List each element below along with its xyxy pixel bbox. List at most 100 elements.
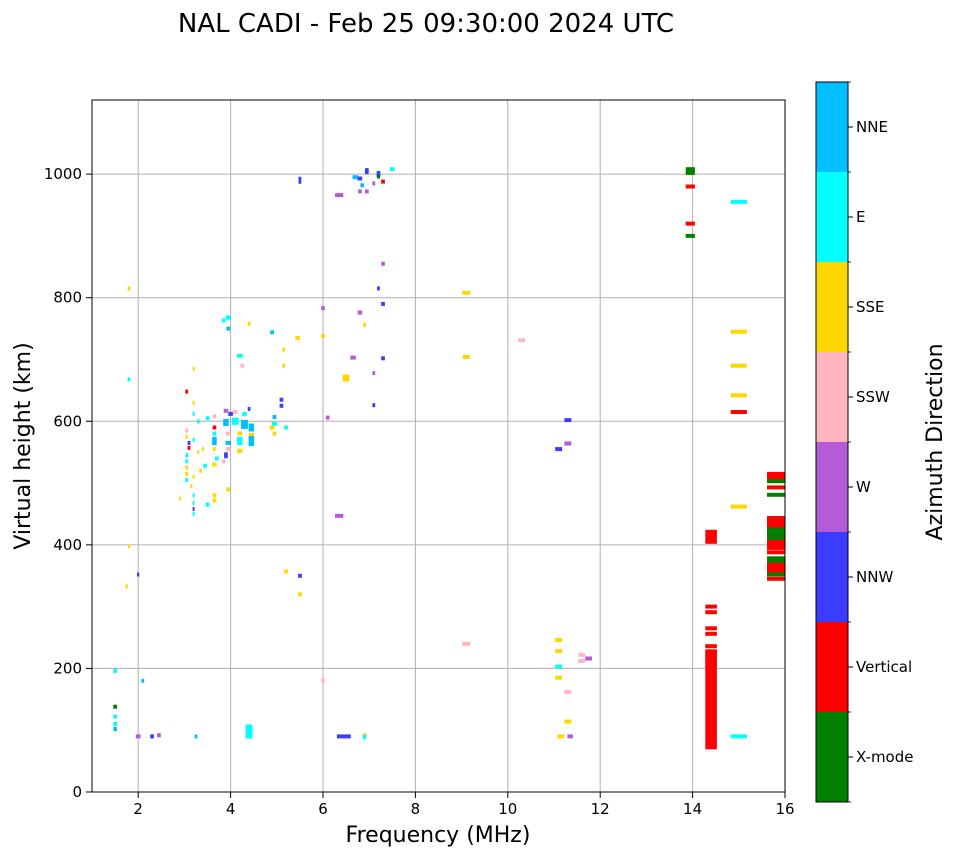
echo-mark <box>247 321 251 326</box>
echo-mark <box>298 592 302 597</box>
colorbar-frame <box>815 81 849 803</box>
echo-mark <box>185 389 189 394</box>
echo-mark <box>578 652 586 657</box>
echo-mark <box>325 415 330 420</box>
echo-mark <box>226 431 231 436</box>
echo-mark <box>150 734 154 739</box>
colorbar-tick-label: W <box>856 478 871 496</box>
echo-mark <box>201 447 204 452</box>
echo-mark <box>190 484 193 489</box>
echo-mark <box>336 734 351 739</box>
echo-mark <box>705 529 717 544</box>
echo-mark <box>358 189 362 194</box>
echo-mark <box>555 664 563 669</box>
echo-mark <box>685 184 695 189</box>
echo-mark <box>462 290 471 295</box>
echo-mark <box>178 496 181 501</box>
echo-mark <box>767 492 785 497</box>
echo-mark <box>279 397 284 402</box>
echo-mark <box>360 183 365 188</box>
colorbar-segment <box>816 532 848 622</box>
echo-mark <box>282 363 286 368</box>
echo-mark <box>372 181 376 186</box>
y-tick-label: 600 <box>53 412 82 430</box>
echo-mark <box>705 649 717 750</box>
echo-mark <box>685 233 695 238</box>
echo-mark <box>248 436 255 447</box>
x-axis-label: Frequency (MHz) <box>346 823 531 848</box>
colorbar-tick-label: X-mode <box>856 748 913 766</box>
echo-mark <box>237 431 243 436</box>
echo-mark <box>767 531 785 542</box>
echo-mark <box>242 411 247 416</box>
echo-mark <box>212 493 217 498</box>
echo-mark <box>357 176 363 181</box>
colorbar-tick-label: NNE <box>856 118 888 136</box>
echo-mark <box>567 734 573 739</box>
echo-mark <box>225 315 231 320</box>
echo-mark <box>767 527 785 532</box>
echo-mark <box>212 414 217 419</box>
y-tick-label: 800 <box>53 289 82 307</box>
x-tick-label: 6 <box>318 800 328 818</box>
echo-mark <box>248 423 255 432</box>
echo-mark <box>564 719 572 724</box>
echo-mark <box>271 421 278 426</box>
echo-mark <box>363 322 366 327</box>
echo-mark <box>203 463 207 468</box>
echo-mark <box>730 504 747 509</box>
echo-mark <box>221 318 226 323</box>
echo-mark <box>196 419 200 424</box>
echo-mark <box>298 176 302 184</box>
echo-mark <box>767 539 785 550</box>
colorbar: X-mode Vertical NNW W SSW SSE E NNE <box>815 81 913 803</box>
echo-mark <box>462 355 470 359</box>
echo-mark <box>377 286 380 291</box>
echo-mark <box>212 437 217 446</box>
echo-mark <box>185 453 189 458</box>
echo-mark <box>185 428 189 433</box>
echo-mark <box>192 512 195 516</box>
colorbar-tick-label: SSE <box>856 298 885 316</box>
echo-mark <box>224 452 228 459</box>
echo-mark <box>767 485 785 490</box>
x-tick-label: 16 <box>775 800 794 818</box>
echo-mark <box>192 500 195 505</box>
x-tick-label: 12 <box>591 800 610 818</box>
echo-mark <box>557 734 565 739</box>
echo-mark <box>585 656 593 661</box>
echo-mark <box>352 175 359 180</box>
echo-mark <box>127 286 131 291</box>
echo-mark <box>578 659 586 663</box>
echo-mark <box>241 419 248 429</box>
echo-mark <box>237 448 243 453</box>
echo-mark <box>212 425 217 430</box>
echo-mark <box>284 569 288 574</box>
echo-mark <box>125 584 128 589</box>
echo-mark <box>295 335 300 340</box>
echo-mark <box>564 418 572 423</box>
echo-mark <box>381 179 385 184</box>
echo-mark <box>197 450 200 455</box>
chart-title: NAL CADI - Feb 25 09:30:00 2024 UTC <box>178 9 674 39</box>
echo-mark <box>357 310 363 315</box>
echo-mark <box>192 474 195 479</box>
x-tick-label: 14 <box>683 800 702 818</box>
echo-mark <box>192 411 195 416</box>
colorbar-segment <box>816 442 848 532</box>
echo-mark <box>187 445 191 450</box>
echo-mark <box>192 437 195 442</box>
y-tick-label: 0 <box>72 783 82 801</box>
echo-mark <box>767 479 785 484</box>
echo-mark <box>365 189 369 194</box>
echo-mark <box>185 459 189 464</box>
colorbar-tick-label: NNW <box>856 568 893 586</box>
echo-mark <box>248 432 255 437</box>
echo-mark <box>730 329 747 334</box>
y-tick-label: 200 <box>53 659 82 677</box>
y-axis-ticks: 0 200 400 600 800 1000 <box>44 165 92 801</box>
echo-mark <box>212 498 217 503</box>
echo-mark <box>376 171 381 178</box>
y-axis-label: Virtual height (km) <box>11 342 36 549</box>
echo-mark <box>564 441 572 446</box>
